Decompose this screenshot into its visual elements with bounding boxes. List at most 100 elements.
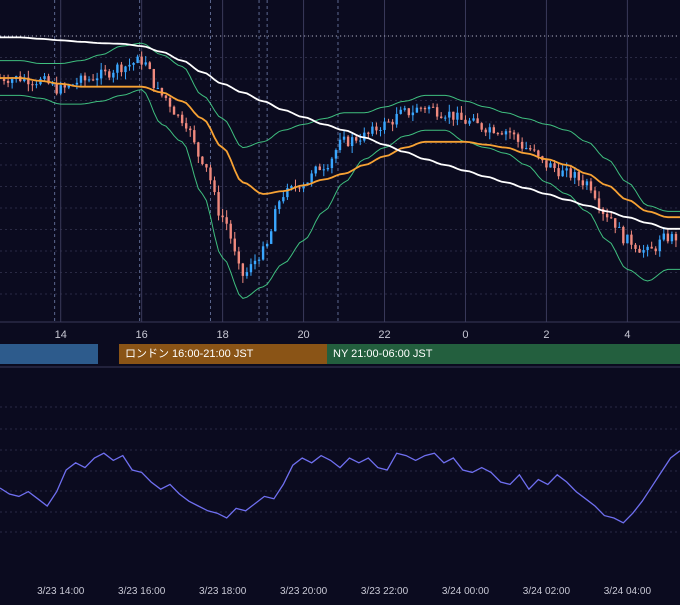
candle-body bbox=[108, 71, 111, 78]
candle-body bbox=[561, 170, 564, 177]
candle-body bbox=[565, 168, 568, 171]
candle-body bbox=[537, 150, 540, 157]
candle-body bbox=[209, 167, 212, 181]
candle-body bbox=[508, 131, 512, 133]
candle-body bbox=[614, 218, 617, 228]
candle-body bbox=[492, 127, 496, 134]
candle-body bbox=[512, 132, 516, 135]
candle-body bbox=[375, 126, 378, 131]
candle-body bbox=[326, 168, 330, 170]
candle-body bbox=[597, 198, 601, 209]
candle-body bbox=[407, 108, 411, 116]
candle-body bbox=[448, 111, 451, 118]
candle-body bbox=[79, 75, 83, 83]
candle-body bbox=[342, 136, 346, 140]
candle-body bbox=[144, 62, 147, 65]
candle-body bbox=[221, 215, 224, 218]
session-band-tokyo bbox=[0, 344, 98, 364]
candle-body bbox=[334, 150, 338, 159]
candle-body bbox=[213, 180, 216, 193]
candle-body bbox=[274, 209, 277, 232]
main-x-tick-label: 18 bbox=[216, 329, 228, 341]
candle-body bbox=[2, 78, 6, 81]
candle-body bbox=[314, 166, 317, 174]
candle-body bbox=[298, 187, 301, 189]
candle-body bbox=[573, 172, 576, 178]
session-band-ny: NY 21:00-06:00 JST bbox=[327, 344, 680, 364]
candle-body bbox=[261, 246, 265, 260]
candle-body bbox=[581, 180, 585, 186]
candle-body bbox=[47, 76, 50, 84]
candle-body bbox=[245, 272, 249, 276]
candle-body bbox=[193, 130, 196, 143]
candle-body bbox=[403, 108, 406, 110]
candle-body bbox=[104, 69, 107, 72]
candle-body bbox=[670, 234, 674, 242]
candle-body bbox=[310, 173, 313, 183]
candle-body bbox=[59, 85, 62, 94]
candle-body bbox=[6, 80, 10, 83]
candle-body bbox=[112, 72, 115, 78]
bollinger-upper-line bbox=[0, 42, 680, 212]
candle-body bbox=[350, 137, 354, 146]
candle-body bbox=[379, 129, 382, 131]
candle-body bbox=[205, 164, 208, 168]
candle-body bbox=[23, 77, 26, 82]
candle-body bbox=[585, 181, 589, 186]
oscillator-x-tick-label: 3/24 02:00 bbox=[523, 586, 571, 597]
candle-body bbox=[63, 85, 66, 88]
candle-body bbox=[472, 118, 475, 121]
candle-body bbox=[399, 109, 402, 114]
candle-body bbox=[83, 75, 87, 81]
candle-body bbox=[189, 128, 192, 131]
candle-body bbox=[180, 114, 184, 124]
candle-body bbox=[622, 226, 625, 244]
candle-body bbox=[488, 127, 491, 133]
moving-average-mid-line bbox=[0, 77, 680, 219]
candle-body bbox=[51, 83, 54, 85]
candle-body bbox=[156, 87, 160, 89]
candle-body bbox=[140, 56, 143, 65]
candle-body bbox=[278, 201, 281, 210]
candle-body bbox=[666, 233, 670, 242]
candle-body bbox=[642, 250, 645, 253]
candle-body bbox=[302, 185, 305, 189]
candle-body bbox=[431, 106, 435, 108]
oscillator-x-tick-label: 3/23 14:00 bbox=[37, 586, 85, 597]
candle-body bbox=[435, 107, 439, 117]
candle-body bbox=[516, 134, 520, 142]
candle-body bbox=[265, 243, 269, 247]
candle-body bbox=[201, 156, 204, 165]
main-x-tick-label: 20 bbox=[297, 329, 309, 341]
candle-body bbox=[387, 121, 390, 123]
candle-body bbox=[91, 79, 95, 81]
candle-body bbox=[419, 107, 423, 109]
candle-body bbox=[10, 79, 14, 83]
candle-body bbox=[427, 106, 431, 110]
candle-body bbox=[318, 166, 321, 171]
candle-body bbox=[225, 217, 228, 224]
candle-body bbox=[176, 114, 180, 116]
candle-body bbox=[241, 263, 245, 276]
candle-body bbox=[371, 126, 374, 134]
candle-body bbox=[136, 56, 139, 64]
candle-body bbox=[217, 192, 220, 216]
candle-body bbox=[630, 234, 633, 245]
oscillator-x-tick-label: 3/23 16:00 bbox=[118, 586, 166, 597]
candle-body bbox=[184, 123, 188, 129]
candle-body bbox=[43, 76, 46, 79]
candle-body bbox=[456, 112, 459, 120]
candle-body bbox=[359, 140, 362, 142]
candle-body bbox=[233, 238, 236, 252]
main-x-tick-label: 4 bbox=[624, 329, 630, 341]
candle-body bbox=[383, 121, 386, 130]
candle-body bbox=[120, 64, 123, 73]
candle-body bbox=[545, 160, 548, 168]
candle-body bbox=[330, 158, 334, 169]
candle-body bbox=[476, 118, 479, 124]
candle-body bbox=[634, 244, 637, 249]
main-x-tick-label: 2 bbox=[543, 329, 549, 341]
candle-body bbox=[500, 133, 504, 135]
